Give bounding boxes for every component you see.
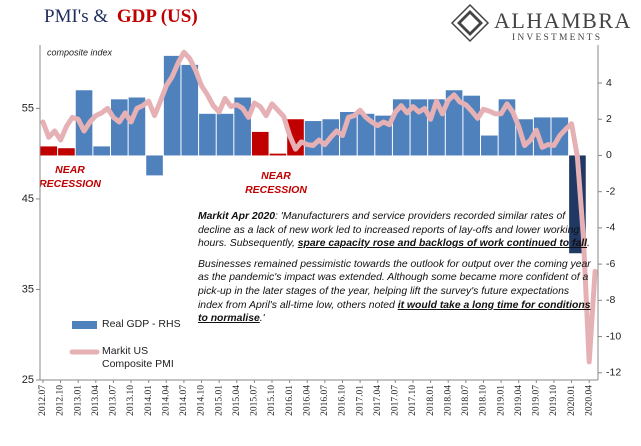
recession-text: NEAR xyxy=(55,164,85,176)
recession-label: NEAR RECESSION xyxy=(245,170,307,196)
bar xyxy=(199,113,216,156)
y2-tick-label: 0 xyxy=(606,149,612,161)
y2-tick-label: -4 xyxy=(606,222,615,234)
bar xyxy=(146,155,163,176)
x-tick-label: 2017.04 xyxy=(373,385,383,416)
quote-text: .' xyxy=(259,313,265,325)
bar xyxy=(251,131,269,156)
bar xyxy=(357,113,375,156)
x-tick-label: 2014.04 xyxy=(161,385,171,416)
x-tick-label: 2018.04 xyxy=(443,385,453,416)
quote-paragraph: Markit Apr 2020: 'Manufacturers and serv… xyxy=(198,210,593,251)
x-tick-label: 2017.07 xyxy=(391,385,401,416)
recession-text: NEAR xyxy=(261,170,291,182)
x-tick-label: 2018.10 xyxy=(479,385,489,416)
x-tick-label: 2020.04 xyxy=(584,385,594,416)
bar xyxy=(75,90,93,156)
x-tick-label: 2019.07 xyxy=(532,385,542,416)
x-tick-label: 2013.07 xyxy=(109,385,119,416)
quote-emphasis: spare capacity rose and backlogs of work… xyxy=(297,238,588,250)
y2-tick-label: -6 xyxy=(606,258,615,270)
title-part: PMI's & xyxy=(44,6,108,27)
x-tick-label: 2019.10 xyxy=(549,385,559,416)
x-tick-label: 2014.01 xyxy=(144,385,154,416)
recession-label: NEAR RECESSION xyxy=(39,164,101,190)
brand-name: ALHAMBRA xyxy=(494,8,632,33)
chart-title: PMI's & GDP (US) xyxy=(44,6,198,27)
quote-text: : 'Manufacturers and service providers r… xyxy=(198,211,580,250)
x-tick-label: 2016.01 xyxy=(285,385,295,416)
y2-tick-label: -2 xyxy=(606,185,615,197)
x-tick-label: 2018.07 xyxy=(461,385,471,416)
bar xyxy=(445,90,463,156)
bar xyxy=(269,153,287,156)
y-tick-label: 55 xyxy=(22,102,34,114)
quote-box: Markit Apr 2020: 'Manufacturers and serv… xyxy=(198,210,593,326)
logo-diamond-core xyxy=(461,14,479,32)
x-tick-label: 2012.10 xyxy=(56,385,66,416)
x-tick-label: 2013.04 xyxy=(91,385,101,416)
quote-source: Markit Apr 2020 xyxy=(198,211,276,222)
x-tick-label: 2020.01 xyxy=(567,385,577,416)
x-tick-label: 2015.01 xyxy=(214,385,224,416)
x-tick-label: 2016.07 xyxy=(320,385,330,416)
quote-paragraph: Businesses remained pessimistic towards … xyxy=(198,258,593,326)
bar xyxy=(110,99,128,156)
x-tick-label: 2016.10 xyxy=(338,385,348,416)
quote-text: . xyxy=(587,238,590,250)
legend-entry: Markit US Composite PMI xyxy=(102,345,174,370)
x-tick-label: 2015.10 xyxy=(267,385,277,416)
bar xyxy=(58,148,75,156)
axis-note: composite index xyxy=(47,47,113,57)
x-tick-label: 2012.07 xyxy=(38,385,48,416)
bar xyxy=(181,64,199,156)
logo: ALHAMBRA INVESTMENTS xyxy=(450,3,632,43)
y-tick-label: 25 xyxy=(22,374,34,386)
x-tick-label: 2014.07 xyxy=(179,385,189,416)
bar xyxy=(93,146,110,156)
line xyxy=(40,49,598,365)
bar xyxy=(410,99,428,156)
bar xyxy=(463,95,481,156)
x-tick-label: 2018.01 xyxy=(426,385,436,416)
x-tick-label: 2014.10 xyxy=(197,385,207,416)
title-part: GDP (US) xyxy=(117,6,198,27)
legend-label: Real GDP - RHS xyxy=(102,318,181,330)
y2-tick-label: 4 xyxy=(606,77,612,89)
legend-swatch xyxy=(72,321,97,329)
x-tick-label: 2019.04 xyxy=(514,385,524,416)
legend-entry: Real GDP - RHS xyxy=(102,318,181,330)
quote-emphasis: it would take a long time for conditions… xyxy=(198,299,591,325)
bar xyxy=(481,135,498,156)
y2-tick-label: 2 xyxy=(606,113,612,125)
y2-tick-label: -8 xyxy=(606,294,615,306)
x-tick-label: 2013.01 xyxy=(73,385,83,416)
logo-diamond xyxy=(450,3,490,43)
bar xyxy=(40,146,58,156)
quote-text: Businesses remained pessimistic towards … xyxy=(198,258,591,311)
legend-label: Markit US Composite PMI xyxy=(102,345,174,370)
y-tick-label: 45 xyxy=(22,193,34,205)
x-tick-label: 2015.04 xyxy=(232,385,242,416)
quote: Markit Apr 2020: 'Manufacturers and serv… xyxy=(198,210,593,326)
x-tick-label: 2013.10 xyxy=(126,385,136,416)
x-tick-label: 2017.01 xyxy=(355,385,365,416)
y2-tick-label: -10 xyxy=(606,330,621,342)
x-tick-label: 2019.01 xyxy=(496,385,506,416)
bar xyxy=(216,113,234,156)
x-tick-label: 2016.04 xyxy=(302,385,312,416)
recession-text: RECESSION xyxy=(39,178,101,190)
y2-tick-label: -12 xyxy=(606,367,621,379)
x-tick-label: 2017.10 xyxy=(408,385,418,416)
y-tick-label: 35 xyxy=(22,283,34,295)
brand-sub: INVESTMENTS xyxy=(512,33,602,43)
recession-text: RECESSION xyxy=(245,184,307,196)
x-tick-label: 2015.07 xyxy=(250,385,260,416)
